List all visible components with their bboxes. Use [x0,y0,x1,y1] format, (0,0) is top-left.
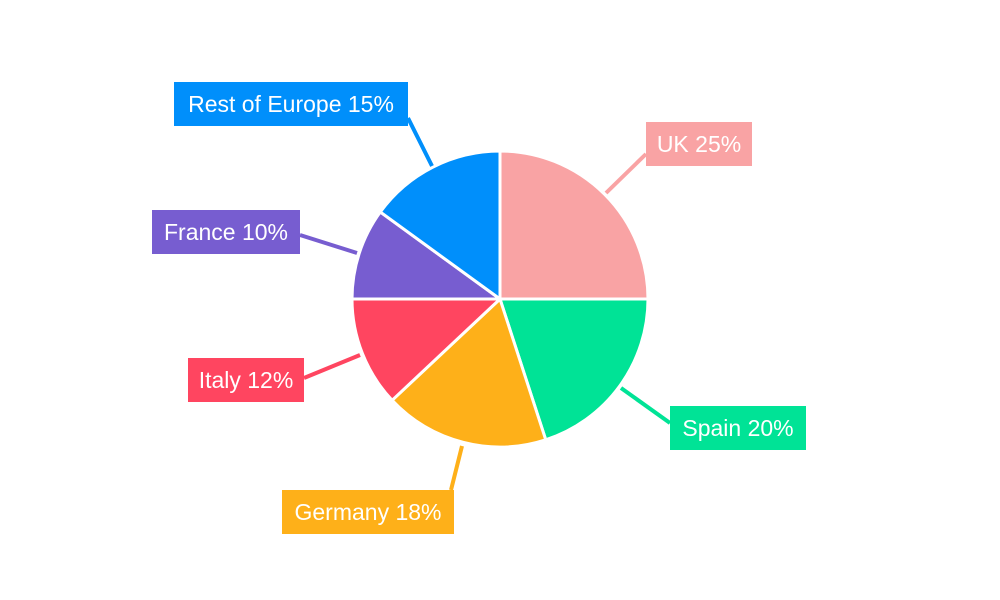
pie-slice-germany[interactable] [390,297,548,449]
pie-slice-spain[interactable] [498,297,650,442]
leader-line [299,233,358,255]
leader-line [303,353,361,380]
pie-slice-rest-of-europe[interactable] [378,149,502,301]
data-label: Spain 20% [682,415,793,441]
data-label-box [646,122,752,166]
data-label-box [174,82,408,126]
pie-slice-italy[interactable] [350,297,502,402]
leader-line [619,386,672,425]
data-label-box [670,406,806,450]
leader-line [406,117,434,167]
data-label: Germany 18% [294,499,441,525]
data-label: UK 25% [657,131,741,157]
data-label-box [188,358,304,402]
leader-line [449,445,464,491]
leader-line [604,152,648,195]
data-label-box [282,490,454,534]
pie-slice-uk[interactable] [498,149,650,301]
data-label-box [152,210,300,254]
pie-slice-france[interactable] [350,210,502,301]
data-label: Rest of Europe 15% [188,91,394,117]
data-label: Italy 12% [199,367,294,393]
data-label: France 10% [164,219,288,245]
